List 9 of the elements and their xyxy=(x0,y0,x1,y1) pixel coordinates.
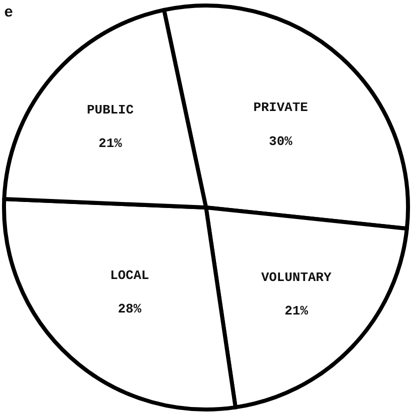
slice-label: VOLUNTARY xyxy=(261,270,332,285)
data-label: 21% xyxy=(98,136,122,152)
data-label: 28% xyxy=(118,302,142,317)
data-label: 21% xyxy=(284,304,308,319)
slice-label: PUBLIC xyxy=(86,102,134,118)
data-label: 30% xyxy=(268,134,293,149)
slice-label: LOCAL xyxy=(110,268,150,283)
slice-label: PRIVATE xyxy=(253,100,308,116)
chart-title: e xyxy=(4,4,14,22)
